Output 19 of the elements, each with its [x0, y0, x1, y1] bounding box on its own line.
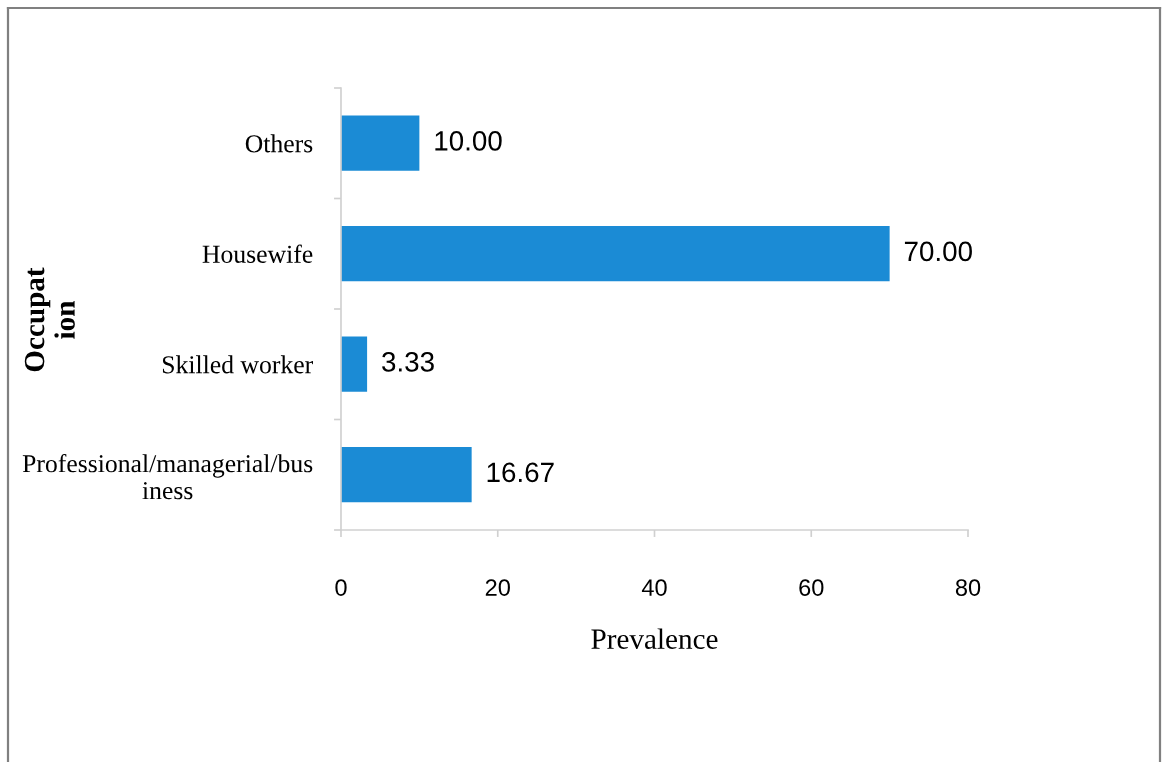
- y-tick-label: Others: [245, 134, 313, 153]
- x-tick-label: 60: [799, 579, 824, 596]
- bar: [341, 336, 368, 392]
- bar: [341, 115, 420, 171]
- y-tick-label: Housewife: [202, 244, 313, 263]
- x-tick-label: 20: [485, 579, 510, 596]
- y-axis-title: Occupat ion: [24, 267, 75, 372]
- y-tick-label: Skilled worker: [162, 355, 313, 374]
- bar: [341, 226, 890, 282]
- data-label: 10.00: [435, 131, 502, 151]
- data-label: 16.67: [487, 462, 554, 483]
- y-tick-label: Professional/managerial/bus iness: [22, 454, 313, 500]
- x-tick-label: 80: [955, 579, 981, 596]
- bar: [341, 447, 472, 503]
- x-tick-label: 0: [335, 579, 347, 596]
- x-axis-title: Prevalence: [591, 628, 718, 649]
- data-label: 3.33: [382, 352, 434, 372]
- data-label: 70.00: [904, 241, 972, 262]
- x-tick-label: 40: [641, 579, 667, 596]
